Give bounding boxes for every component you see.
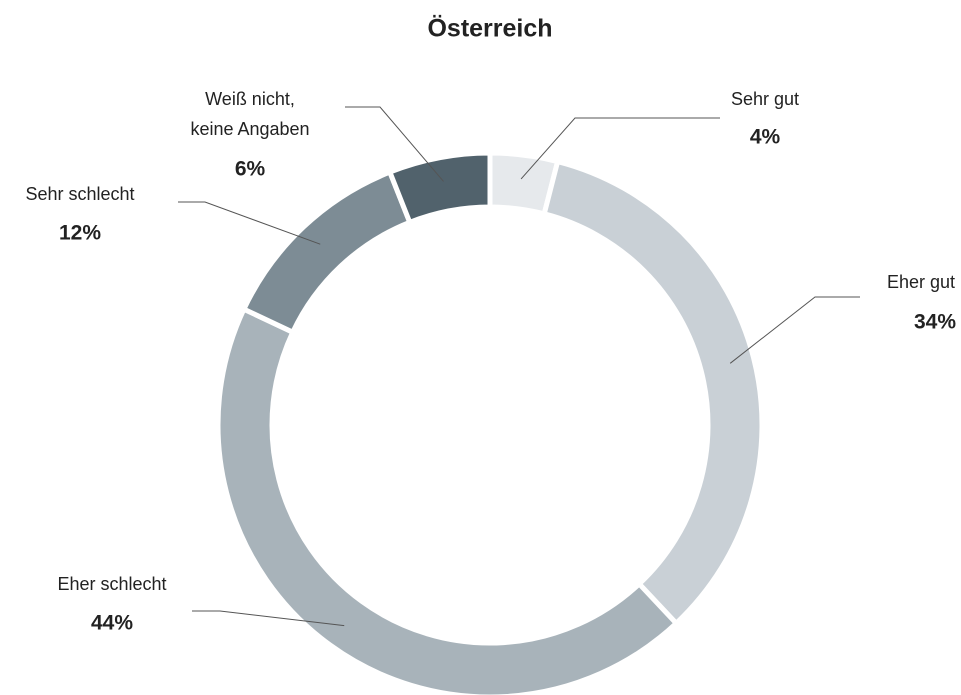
- leader-line: [520, 117, 720, 180]
- chart-title: Österreich: [427, 14, 552, 43]
- donut-slice: [240, 168, 413, 336]
- value-label: 44%: [91, 612, 133, 635]
- slice-label: Eher gut: [887, 272, 955, 292]
- donut-slice: [541, 158, 765, 627]
- leader-line: [192, 610, 345, 627]
- slice-label: Eher schlecht: [57, 574, 166, 594]
- slice-label: Sehr schlecht: [25, 184, 134, 204]
- donut-slice: [215, 305, 680, 695]
- value-label: 4%: [750, 126, 781, 149]
- slice-label: Weiß nicht, keine Angaben: [190, 89, 309, 139]
- value-label: 12%: [59, 222, 101, 245]
- leader-line: [345, 106, 444, 182]
- value-label: 34%: [914, 311, 956, 334]
- donut-slice: [386, 150, 493, 226]
- leader-line: [729, 296, 860, 364]
- slice-label: Sehr gut: [731, 89, 799, 109]
- value-label: 6%: [235, 158, 266, 181]
- leader-line: [178, 201, 321, 245]
